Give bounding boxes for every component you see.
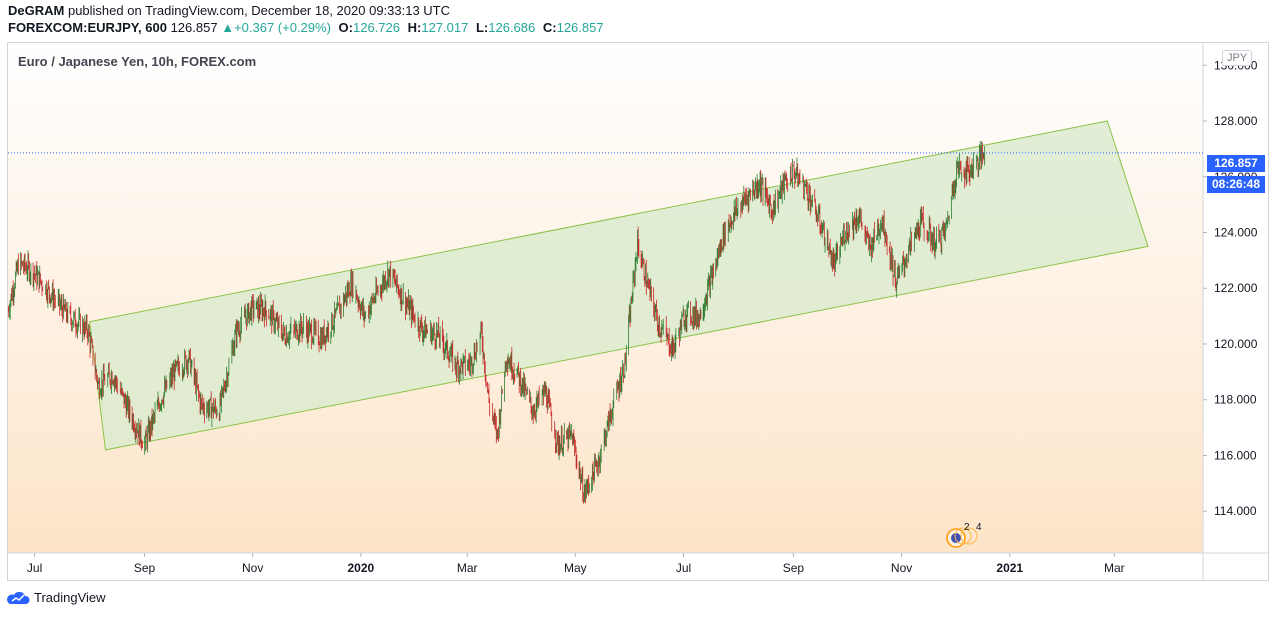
time-tick-label: Mar bbox=[457, 561, 478, 575]
chart-canvas[interactable]: 114.000 116.000 118.000 120.000 122.000 124.0… bbox=[8, 43, 1269, 581]
footer-brand-text: TradingView bbox=[34, 590, 106, 605]
chart-frame[interactable]: 114.000 116.000 118.000 120.000 122.000 124.0… bbox=[7, 42, 1269, 581]
price-tick-label: 118.000 bbox=[1214, 393, 1257, 407]
time-tick-label: Sep bbox=[783, 561, 805, 575]
bar-countdown-label: 08:26:48 bbox=[1207, 176, 1265, 193]
high-value: 127.017 bbox=[421, 20, 469, 35]
last-price-label: 126.857 bbox=[1207, 155, 1265, 172]
time-tick-label: 2020 bbox=[347, 561, 374, 575]
time-tick-label: Nov bbox=[891, 561, 912, 575]
svg-text:4: 4 bbox=[976, 522, 982, 533]
time-tick-label: Nov bbox=[242, 561, 263, 575]
last-price: 126.857 bbox=[170, 20, 218, 35]
price-tick-label: 116.000 bbox=[1214, 448, 1257, 462]
author-name[interactable]: DeGRAM bbox=[8, 3, 65, 18]
time-axis[interactable]: Jul Sep Nov 2020 Mar May Jul Sep Nov 2021 Mar bbox=[27, 553, 1125, 575]
price-tick-label: 128.000 bbox=[1214, 114, 1258, 128]
svg-text:2: 2 bbox=[964, 522, 970, 533]
open-value: 126.726 bbox=[353, 20, 400, 35]
currency-badge[interactable]: JPY bbox=[1222, 50, 1253, 66]
close-value: 126.857 bbox=[556, 20, 604, 35]
candles-group bbox=[8, 141, 986, 504]
up-triangle-icon: ▲ bbox=[221, 20, 235, 35]
price-tick-label: 124.000 bbox=[1214, 226, 1258, 240]
time-tick-label: Sep bbox=[134, 561, 156, 575]
price-channel[interactable] bbox=[89, 120, 1149, 451]
footer-brand[interactable]: TradingView bbox=[6, 590, 106, 605]
published-text: published on TradingView.com, December 1… bbox=[67, 3, 451, 18]
close-label: C: bbox=[542, 20, 557, 35]
publish-line: DeGRAM published on TradingView.com, Dec… bbox=[8, 3, 450, 18]
chart-title: Euro / Japanese Yen, 10h, FOREX.com bbox=[18, 54, 257, 69]
time-tick-label: Mar bbox=[1104, 561, 1125, 575]
low-label: L: bbox=[475, 20, 489, 35]
time-tick-label: May bbox=[564, 561, 587, 575]
events-icon[interactable]: 2 4 bbox=[946, 522, 982, 548]
price-tick-label: 122.000 bbox=[1214, 281, 1258, 295]
time-tick-label: Jul bbox=[27, 561, 42, 575]
open-label: O: bbox=[338, 20, 353, 35]
symbol-label: FOREXCOM:EURJPY, 600 bbox=[8, 20, 167, 35]
high-label: H: bbox=[407, 20, 422, 35]
symbol-line: FOREXCOM:EURJPY, 600 126.857 ▲+0.367 (+0… bbox=[8, 20, 604, 35]
time-tick-label: Jul bbox=[676, 561, 691, 575]
price-change: +0.367 (+0.29%) bbox=[234, 20, 331, 35]
time-tick-label: 2021 bbox=[996, 561, 1023, 575]
price-tick-label: 114.000 bbox=[1214, 504, 1257, 518]
tradingview-cloud-icon bbox=[7, 591, 30, 604]
low-value: 126.686 bbox=[488, 20, 536, 35]
price-tick-label: 120.000 bbox=[1214, 337, 1258, 351]
price-axis[interactable]: 114.000 116.000 118.000 120.000 122.000 124.0… bbox=[1203, 58, 1258, 518]
